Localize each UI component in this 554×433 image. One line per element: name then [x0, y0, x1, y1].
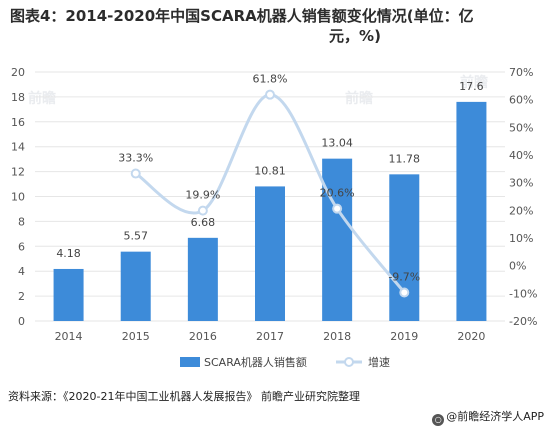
right-tick-label: -20% [509, 315, 537, 328]
bar-data-label: 6.68 [191, 216, 216, 229]
title-line-2: 元，%) [329, 27, 381, 45]
bar [389, 174, 420, 321]
left-tick-label: 0 [18, 315, 25, 328]
line-series: 33.3% 19.9% 61.8% 20.6% -9.7% [118, 73, 420, 298]
bar [456, 101, 487, 321]
legend-bar-label: SCARA机器人销售额 [204, 355, 307, 369]
left-tick-label: 14 [11, 141, 25, 154]
title-line-1: 图表4：2014-2020年中国SCARA机器人销售额变化情况(单位：亿 [10, 7, 474, 25]
source-note: 资料来源：《2020-21年中国工业机器人发展报告》 前瞻产业研究院整理 [8, 390, 360, 403]
left-tick-label: 4 [18, 265, 25, 278]
right-tick-label: 10% [509, 232, 533, 245]
bar [187, 237, 218, 321]
legend: SCARA机器人销售额 增速 [180, 355, 390, 369]
right-tick-label: 20% [509, 204, 533, 217]
growth-data-label: 19.9% [185, 189, 220, 202]
bar-series: 4.18 5.57 6.68 10.81 13.04 11.78 17.6 [53, 80, 487, 321]
left-tick-label: 8 [18, 215, 25, 228]
right-tick-label: 70% [509, 66, 533, 79]
growth-point [130, 168, 141, 179]
growth-point [265, 89, 275, 100]
brand-credit: ○ @前瞻经济学人APP [432, 408, 544, 426]
x-tick-label: 2017 [256, 330, 284, 343]
bar-data-label: 10.81 [254, 164, 286, 177]
left-tick-label: 6 [18, 240, 25, 253]
bar-data-label: 4.18 [56, 247, 81, 260]
left-tick-label: 12 [11, 166, 25, 179]
bar-data-label: 13.04 [321, 137, 353, 150]
bar-data-label: 11.78 [389, 152, 421, 165]
brand-logo-icon: ○ [432, 414, 445, 426]
left-tick-label: 18 [11, 91, 25, 104]
left-tick-label: 10 [11, 191, 25, 204]
right-tick-label: 60% [509, 94, 533, 107]
left-axis-ticks: 0 2 4 6 8 10 12 14 16 18 20 [11, 66, 25, 328]
legend-line-marker [344, 357, 354, 367]
left-tick-label: 16 [11, 116, 25, 129]
growth-data-label: 20.6% [320, 187, 355, 200]
right-tick-label: 0% [509, 260, 526, 273]
x-tick-label: 2015 [122, 330, 150, 343]
right-axis-ticks: -20% -10% 0% 10% 20% 30% 40% 50% 60% 70% [509, 66, 537, 328]
bar-data-label: 5.57 [123, 230, 148, 243]
x-tick-label: 2016 [189, 330, 217, 343]
growth-data-label: -9.7% [388, 271, 420, 284]
legend-line-label: 增速 [368, 355, 390, 369]
left-tick-label: 2 [18, 290, 25, 303]
growth-data-label: 33.3% [118, 152, 153, 165]
bar [255, 186, 285, 321]
bar [322, 158, 353, 321]
brand-text: @前瞻经济学人APP [446, 410, 544, 423]
bar-data-label: 17.6 [459, 80, 484, 93]
right-tick-label: 50% [509, 121, 533, 134]
bar [53, 268, 84, 321]
growth-point [332, 203, 343, 214]
x-tick-label: 2019 [390, 330, 418, 343]
growth-data-label: 61.8% [253, 73, 288, 86]
legend-bar-swatch [180, 357, 200, 367]
bar [120, 251, 151, 321]
right-tick-label: 30% [509, 177, 533, 190]
x-axis-ticks: 2014 2015 2016 2017 2018 2019 2020 [55, 330, 486, 343]
left-tick-label: 20 [11, 66, 25, 79]
chart-title: 图表4：2014-2020年中国SCARA机器人销售额变化情况(单位：亿 元，%… [10, 6, 530, 46]
growth-point [197, 205, 208, 216]
x-tick-label: 2018 [323, 330, 351, 343]
growth-point [399, 287, 410, 298]
right-tick-label: -10% [509, 287, 537, 300]
x-tick-label: 2014 [55, 330, 83, 343]
right-tick-label: 40% [509, 149, 533, 162]
x-tick-label: 2020 [457, 330, 485, 343]
